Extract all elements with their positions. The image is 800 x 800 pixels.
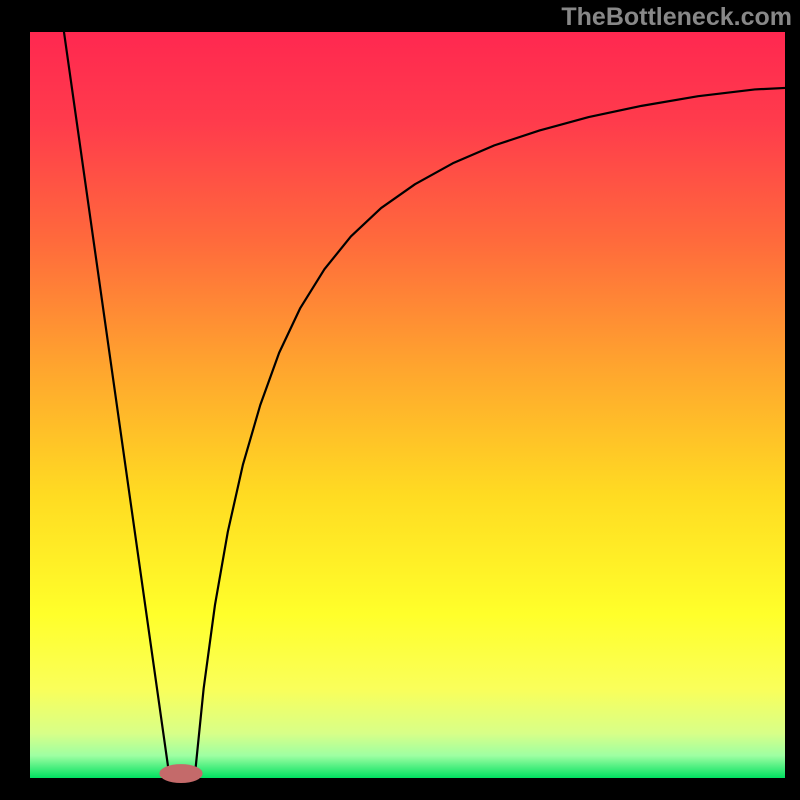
plot-background xyxy=(30,32,785,778)
optimal-marker xyxy=(160,765,202,783)
bottleneck-chart xyxy=(0,0,800,800)
chart-container: TheBottleneck.com xyxy=(0,0,800,800)
site-watermark: TheBottleneck.com xyxy=(561,3,792,32)
